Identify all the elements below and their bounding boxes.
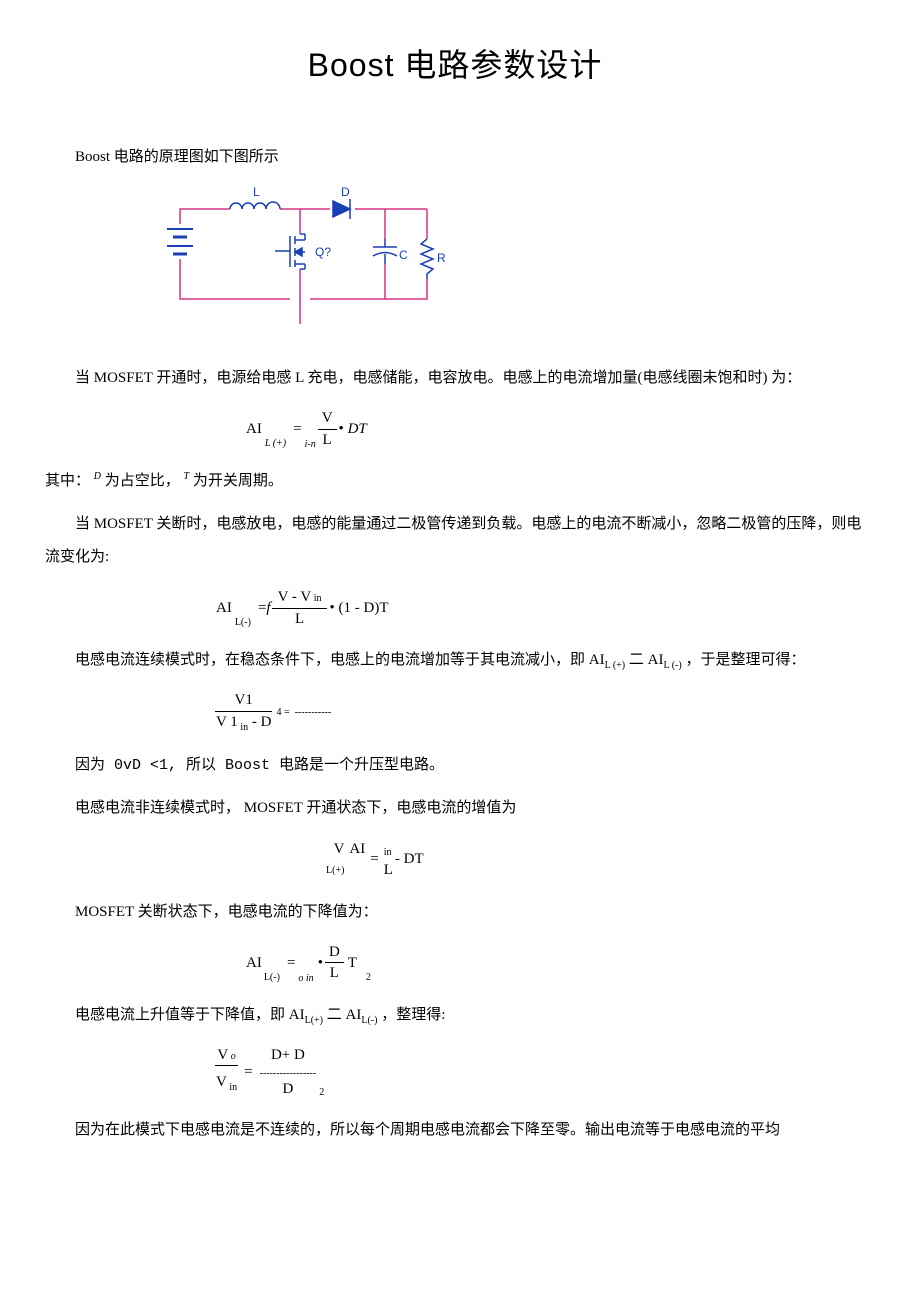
- equation-5: AI L(-) = o in • D T 2 L: [245, 943, 865, 985]
- paragraph-boost-stepup: 因为 0vD <1, 所以 Boost 电路是一个升压型电路。: [45, 749, 865, 782]
- equation-2: AI L(-) =f V - V in • (1 - D)T L: [215, 588, 865, 630]
- inductor-label: L: [253, 185, 260, 199]
- paragraph-ccm: 电感电流连续模式时，在稳态条件下，电感上的电流增加等于其电流减小，即 AIL (…: [45, 644, 865, 677]
- intro-paragraph: Boost 电路的原理图如下图所示: [45, 141, 865, 174]
- capacitor-label: C: [399, 248, 408, 262]
- paragraph-dcm-on: 电感电流非连续模式时， MOSFET 开通状态下，电感电流的增值为: [45, 792, 865, 825]
- diode-label: D: [341, 185, 350, 199]
- boost-circuit-svg: L D Q? C R: [155, 184, 445, 334]
- resistor-label: R: [437, 251, 445, 265]
- paragraph-dcm-off: MOSFET 关断状态下，电感电流的下降值为：: [45, 896, 865, 929]
- paragraph-mosfet-on: 当 MOSFET 开通时，电源给电感 L 充电，电感储能，电容放电。电感上的电流…: [45, 362, 865, 395]
- equation-6: V o = D+ D 2 V in -----------------D: [215, 1046, 865, 1101]
- paragraph-mosfet-off: 当 MOSFET 关断时，电感放电，电感的能量通过二极管传递到负载。电感上的电流…: [45, 508, 865, 574]
- equation-1: AI L (+) = i-n V • DT L: [245, 409, 865, 451]
- circuit-diagram: L D Q? C R: [155, 184, 865, 342]
- mosfet-label: Q?: [315, 245, 331, 259]
- page-title: Boost 电路参数设计: [45, 40, 865, 91]
- paragraph-output-current: 因为在此模式下电感电流是不连续的，所以每个周期电感电流都会下降至零。输出电流等于…: [45, 1114, 865, 1147]
- paragraph-where: 其中： D 为占空比， T 为开关周期。: [45, 465, 865, 498]
- equation-3: V1 4 = ----------- V 1 in - D: [215, 691, 865, 735]
- paragraph-equal-dcm: 电感电流上升值等于下降值，即 AIL(+) 二 AIL(-) ，整理得:: [45, 999, 865, 1032]
- equation-4: V AI = in - DT L(+) L: [325, 839, 865, 882]
